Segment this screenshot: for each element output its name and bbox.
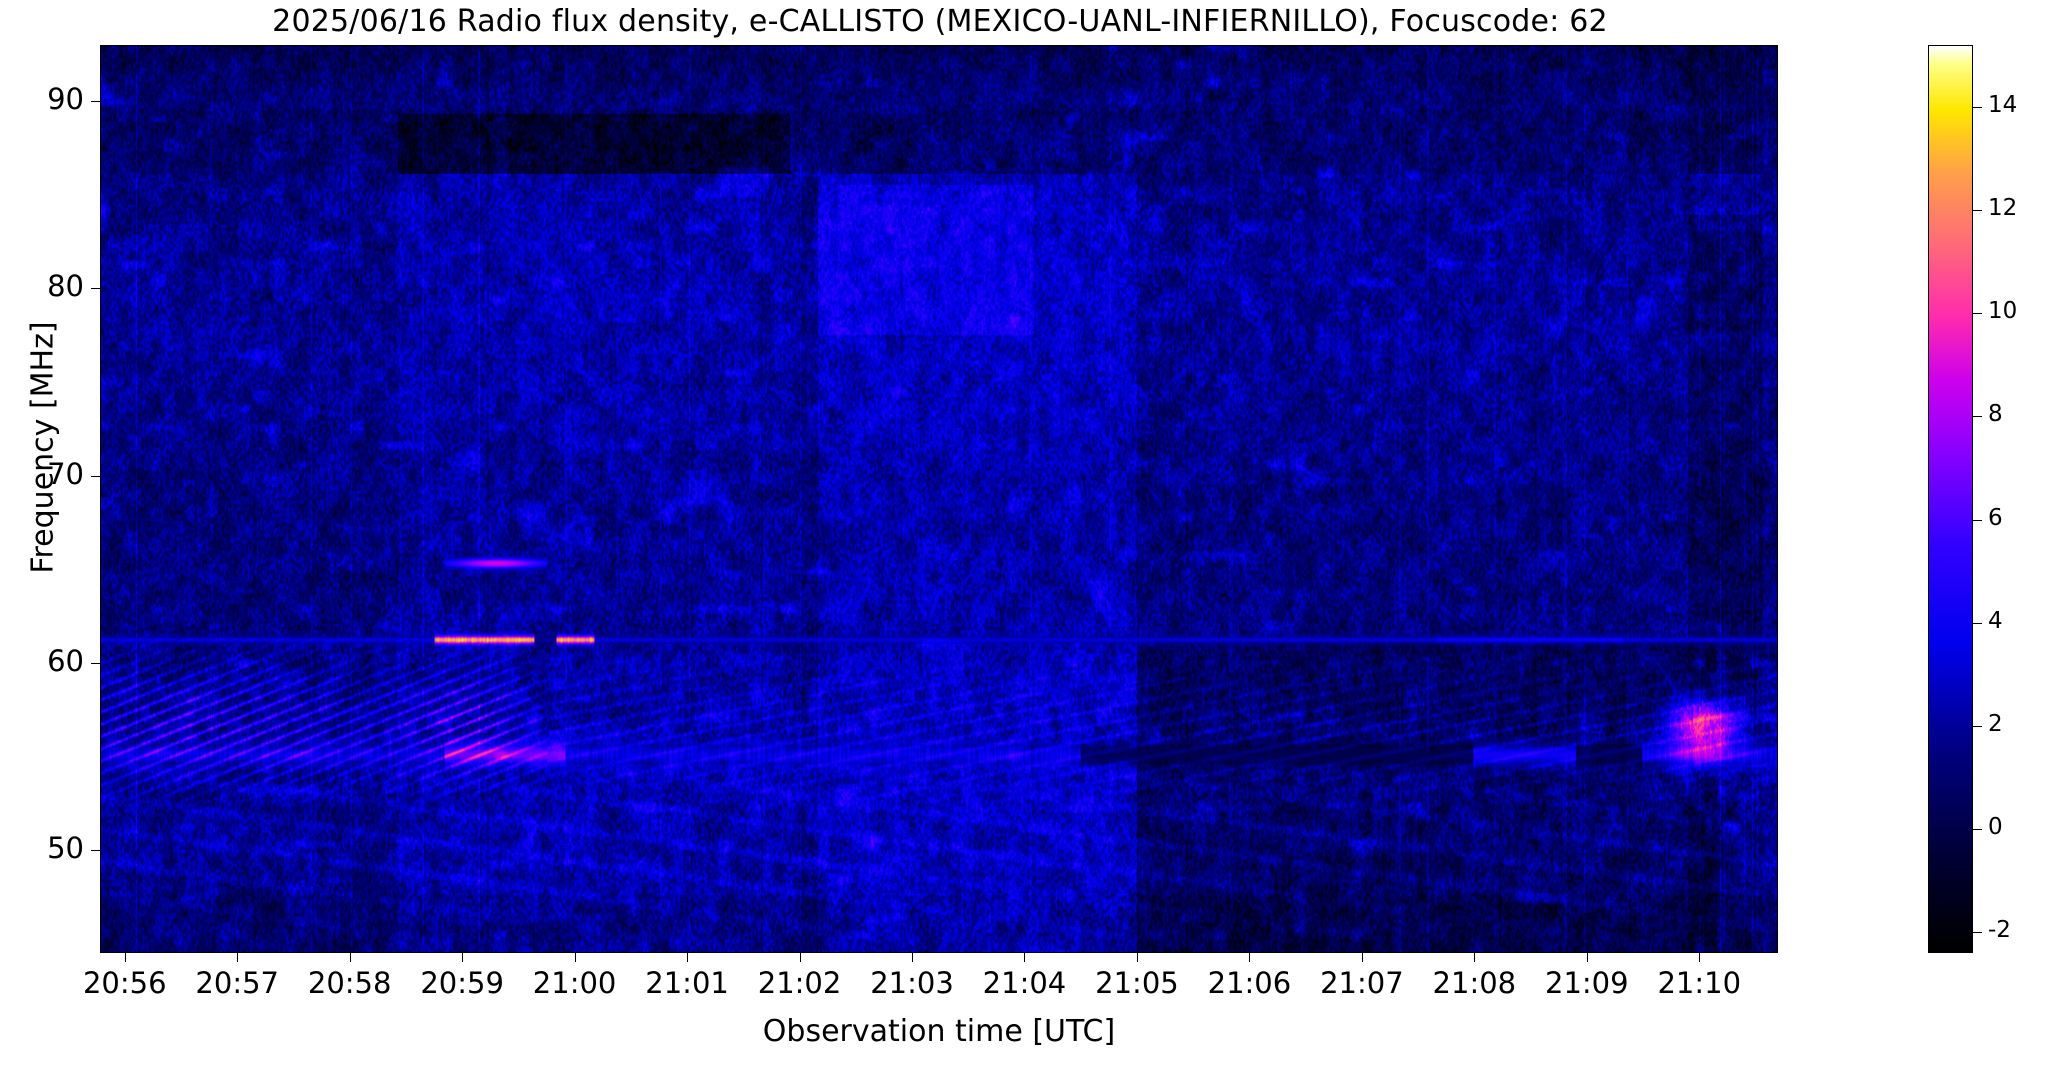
colorbar-tick-mark bbox=[1973, 313, 1982, 315]
x-tick-label: 21:05 bbox=[1095, 966, 1179, 1000]
colorbar-tick-label: 8 bbox=[1988, 401, 2003, 428]
x-tick-mark bbox=[1586, 953, 1588, 962]
x-tick-label: 21:02 bbox=[757, 966, 842, 1000]
x-tick-label: 21:01 bbox=[645, 966, 729, 1000]
colorbar-tick-label: 2 bbox=[1988, 711, 2003, 737]
colorbar-tick-mark bbox=[1973, 519, 1982, 521]
x-tick-label: 20:57 bbox=[195, 966, 279, 1000]
x-tick-label: 21:07 bbox=[1320, 966, 1404, 1000]
colorbar-tick-label: 0 bbox=[1988, 814, 2003, 841]
colorbar-tick-label: -2 bbox=[1988, 917, 2011, 944]
y-tick-label: 80 bbox=[47, 269, 84, 304]
x-tick-mark bbox=[912, 953, 913, 962]
colorbar-tick-label: 4 bbox=[1988, 607, 2003, 634]
colorbar-tick-mark bbox=[1973, 932, 1982, 934]
colorbar-tick-mark bbox=[1973, 416, 1982, 418]
y-tick-mark bbox=[91, 288, 100, 290]
x-tick-label: 21:06 bbox=[1207, 966, 1292, 1000]
x-tick-mark bbox=[1136, 953, 1138, 962]
x-tick-mark bbox=[1474, 953, 1476, 962]
x-tick-mark bbox=[349, 953, 351, 962]
y-tick-mark bbox=[91, 662, 100, 664]
figure-title: 2025/06/16 Radio flux density, e-CALLIST… bbox=[272, 4, 1608, 39]
x-tick-label: 21:04 bbox=[982, 966, 1067, 1000]
spectrogram-image bbox=[101, 46, 1777, 952]
x-tick-mark bbox=[1699, 953, 1701, 962]
x-tick-mark bbox=[237, 953, 239, 962]
x-tick-mark bbox=[799, 953, 801, 962]
y-axis-label: Frequency [MHz] bbox=[25, 321, 61, 574]
colorbar-tick-label: 6 bbox=[1988, 504, 2003, 531]
x-tick-mark bbox=[124, 953, 126, 962]
spectrogram-plot-area bbox=[100, 45, 1778, 953]
x-tick-label: 21:09 bbox=[1545, 966, 1629, 1000]
colorbar-tick-mark bbox=[1973, 106, 1982, 108]
y-tick-mark bbox=[91, 101, 100, 103]
x-tick-mark bbox=[1249, 953, 1251, 962]
x-tick-label: 21:10 bbox=[1657, 966, 1742, 1000]
x-axis-label: Observation time [UTC] bbox=[762, 1014, 1116, 1049]
x-tick-label: 21:08 bbox=[1432, 966, 1517, 1000]
x-tick-mark bbox=[462, 953, 464, 962]
colorbar-tick-mark bbox=[1973, 726, 1982, 727]
x-tick-label: 20:56 bbox=[82, 966, 167, 1000]
colorbar-tick-mark bbox=[1973, 210, 1982, 212]
x-tick-mark bbox=[1361, 953, 1363, 962]
x-tick-mark bbox=[687, 953, 689, 962]
y-tick-mark bbox=[91, 475, 100, 477]
colorbar-tick-mark bbox=[1973, 622, 1982, 624]
y-tick-label: 50 bbox=[47, 831, 84, 866]
x-tick-label: 20:59 bbox=[420, 966, 504, 1000]
y-tick-label: 60 bbox=[47, 643, 84, 678]
colorbar-tick-mark bbox=[1973, 829, 1982, 831]
colorbar bbox=[1928, 45, 1973, 953]
x-tick-label: 21:00 bbox=[532, 966, 617, 1000]
colorbar-gradient bbox=[1928, 45, 1973, 953]
colorbar-tick-label: 14 bbox=[1988, 91, 2018, 118]
y-tick-label: 70 bbox=[47, 456, 84, 491]
x-tick-mark bbox=[574, 953, 576, 962]
x-tick-label: 21:03 bbox=[870, 966, 954, 1000]
colorbar-tick-label: 12 bbox=[1988, 195, 2018, 222]
colorbar-canvas bbox=[1929, 46, 1972, 952]
x-tick-mark bbox=[1024, 953, 1026, 962]
colorbar-tick-label: 10 bbox=[1988, 298, 2018, 325]
x-tick-label: 20:58 bbox=[307, 966, 392, 1000]
y-tick-label: 90 bbox=[47, 82, 84, 117]
y-tick-mark bbox=[91, 850, 100, 852]
